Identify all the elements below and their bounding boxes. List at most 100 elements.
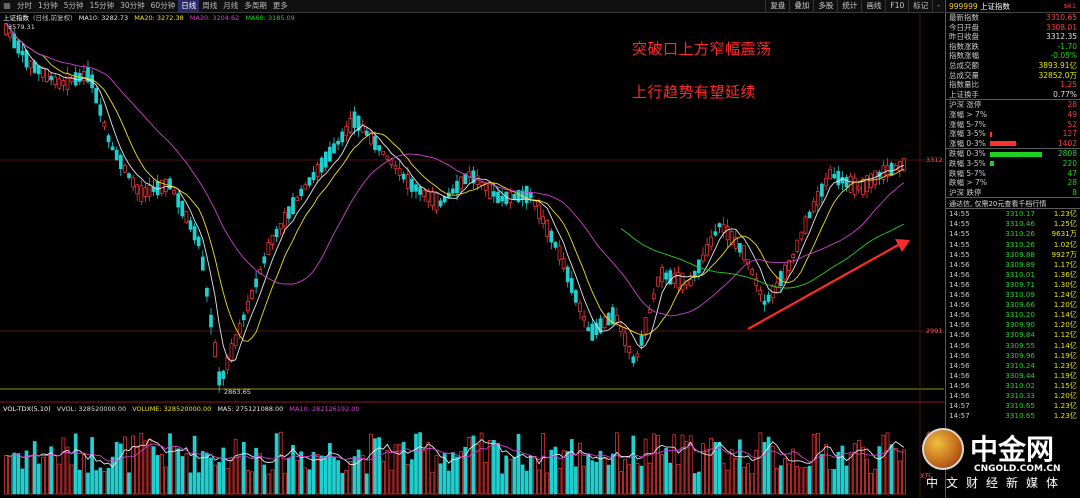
upgrade-notice[interactable]: 通达信, 仅需20元查看千档行情 (946, 197, 1080, 210)
volume-bar (844, 465, 849, 495)
volume-bar (159, 454, 164, 495)
volume-bar (135, 445, 140, 495)
candle-body (352, 111, 357, 128)
breadth-label: 跌幅 3-5% (949, 158, 986, 168)
quote-label: 总成交额 (949, 60, 979, 70)
volume-bar (221, 447, 226, 495)
volume-bar (881, 434, 886, 495)
breadth-row: 跌幅 > 7% 28 (946, 178, 1080, 188)
volume-bar (200, 451, 205, 495)
candle-body (135, 184, 140, 195)
tick-time: 14:56 (949, 390, 970, 400)
candle-body (28, 60, 33, 69)
toolbar-button[interactable]: 画线 (861, 0, 885, 12)
candle-body (565, 266, 570, 283)
ma10-label: MA10: 3282.73 (78, 14, 129, 22)
volume-bar (877, 446, 882, 495)
toolbar-button[interactable]: 标记 (908, 0, 932, 12)
volume-bar (492, 439, 496, 495)
volume-bar (262, 464, 267, 495)
quote-row: 指数量比 1.25 (946, 80, 1080, 90)
volume-bar (651, 433, 656, 495)
volume-bar (451, 452, 455, 495)
volume-bar (57, 463, 62, 495)
volume-bar (742, 467, 746, 495)
volume-bar (553, 446, 558, 495)
volume-bar (405, 464, 410, 495)
candle-body (647, 309, 652, 314)
volume-bar (840, 445, 845, 495)
volume-bar (463, 446, 468, 495)
volume-bar (856, 440, 861, 495)
candle-body (627, 346, 632, 353)
candle-body (373, 136, 377, 150)
candle-body (807, 211, 812, 219)
volume-bar (442, 453, 447, 495)
tick-row: 14:56 3309.66 1.20亿 (946, 300, 1080, 310)
period-tab[interactable]: 15分钟 (89, 1, 115, 10)
candle-body (643, 317, 648, 335)
volume-bar (446, 470, 451, 495)
candle-body (721, 223, 726, 233)
volume-bar (602, 458, 607, 495)
period-tab[interactable]: 60分钟 (150, 1, 176, 10)
volume-bar (426, 442, 431, 495)
period-tab[interactable]: 周线 (202, 1, 218, 10)
quote-label: 今日开盘 (949, 22, 979, 32)
volume-bar (410, 459, 414, 495)
toolbar-button[interactable]: 多股 (813, 0, 837, 12)
volume-bar (278, 431, 283, 495)
kline-chart-svg[interactable] (0, 14, 944, 498)
quote-value: 0.77% (1053, 89, 1077, 99)
candle-body (635, 353, 640, 358)
candle-body (110, 146, 115, 151)
tick-time: 14:57 (949, 401, 970, 411)
volume-bar (381, 461, 386, 495)
tick-volume: 1.19亿 (1053, 370, 1077, 380)
period-tab[interactable]: 5分钟 (63, 1, 84, 10)
period-tab[interactable]: 更多 (272, 1, 288, 10)
ma30-label: MA30: 3204.62 (189, 14, 240, 22)
candle-body (516, 189, 521, 202)
tick-row: 14:56 3309.90 1.20亿 (946, 320, 1080, 330)
period-tab[interactable]: 月线 (223, 1, 239, 10)
period-tab[interactable]: 1分钟 (38, 1, 58, 10)
breadth-row: 涨幅 5-7% 52 (946, 120, 1080, 130)
toolbar-button[interactable]: 叠加 (789, 0, 813, 12)
toolbar-button[interactable]: 统计 (837, 0, 861, 12)
period-tab[interactable]: 30分钟 (120, 1, 145, 10)
candle-body (114, 149, 119, 161)
breadth-row: 沪深 跌停 8 (946, 188, 1080, 198)
volume-bar (545, 472, 550, 495)
volume-bar (516, 433, 521, 495)
quote-row: 指数涨幅 -0.05% (946, 51, 1080, 61)
panel-title[interactable]: 999999 上证指数 $61 (946, 0, 1080, 13)
candle-body (131, 177, 135, 188)
candle-body (307, 177, 312, 186)
quote-value: 3310.65 (1045, 13, 1077, 22)
volume-bar (299, 451, 304, 495)
volume-bar (311, 451, 316, 495)
tick-time: 14:56 (949, 310, 970, 320)
grid-icon[interactable]: ▦ (3, 1, 11, 10)
tick-row: 14:55 3310.46 1.25亿 (946, 219, 1080, 229)
tick-row: 14:55 3309.88 9927万 (946, 250, 1080, 260)
volume-bar (414, 433, 418, 495)
candle-body (360, 123, 365, 133)
candle-body (594, 322, 599, 336)
period-tab[interactable]: 多周期 (244, 1, 267, 10)
tick-list[interactable]: 14:55 3310.17 1.23亿 14:55 3310.46 1.25亿 14:55 3… (946, 209, 1080, 421)
quote-value: 3308.01 (1045, 22, 1077, 32)
toolbar-button[interactable]: - (932, 0, 944, 12)
volume-bar (118, 443, 123, 495)
candle-body (631, 356, 636, 363)
volume-bar (373, 438, 377, 495)
kline-chart-area[interactable]: 上证指数 (日线,前复权) MA10: 3282.73 MA20: 3272.38… (0, 14, 944, 498)
toolbar-button[interactable]: F10 (885, 0, 908, 12)
period-tab[interactable]: 分时 (17, 1, 32, 10)
toolbar-button[interactable]: 复盘 (765, 0, 789, 12)
candle-body (118, 154, 123, 170)
period-tab[interactable]: 日线 (178, 0, 200, 12)
chart-mode: (日线,前复权) (33, 14, 73, 22)
volume-bar (114, 441, 119, 495)
